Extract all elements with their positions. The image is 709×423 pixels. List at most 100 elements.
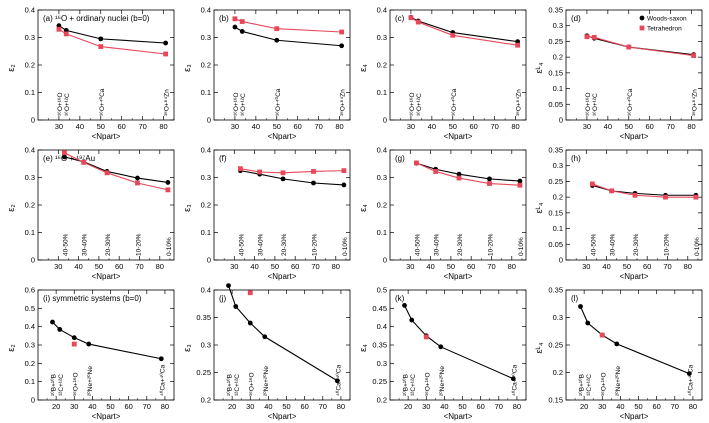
series-line-tetrahedron bbox=[240, 168, 344, 174]
y-tick-label: 0.3 bbox=[377, 33, 387, 42]
data-point-tetrahedron bbox=[71, 341, 77, 347]
series-line-tetrahedron bbox=[58, 28, 166, 55]
x-axis-label: <Npart> bbox=[268, 272, 297, 281]
x-tick-label: 70 bbox=[138, 122, 146, 131]
x-tick-label: 20 bbox=[580, 402, 588, 411]
point-label: 40-50% bbox=[238, 233, 245, 256]
plot-frame bbox=[565, 149, 703, 261]
panel-g: 30 40 50 60 70 80 0 0.1 0.2 0.3 0.4 <Npart> ε₄ (g) 40-… bbox=[358, 146, 527, 281]
x-tick-label: 80 bbox=[156, 262, 164, 271]
point-label: ¹⁶O+⁴⁰Ca bbox=[450, 88, 458, 116]
data-point-tetrahedron bbox=[232, 16, 238, 22]
x-tick-label: 30 bbox=[422, 402, 430, 411]
legend: Woods-saxon Tetrahedron bbox=[639, 16, 687, 33]
y-tick-label: 0.2 bbox=[553, 193, 563, 202]
panel-label: (i) symmetric systems (b=0) bbox=[43, 294, 142, 303]
point-label: 10-20% bbox=[663, 233, 670, 256]
x-tick-label: 70 bbox=[311, 262, 319, 271]
y-tick-label: 0.4 bbox=[377, 322, 387, 331]
point-label: ⁴⁰Ca+⁴⁰Ca bbox=[686, 364, 694, 396]
data-point-tetrahedron bbox=[423, 334, 429, 340]
x-tick-label: 80 bbox=[511, 122, 519, 131]
x-tick-label: 60 bbox=[291, 262, 299, 271]
point-label: ¹²C+¹²C bbox=[58, 374, 65, 396]
x-tick-label: 50 bbox=[634, 402, 642, 411]
data-point-woods-saxon bbox=[57, 327, 63, 332]
data-point-tetrahedron bbox=[632, 192, 638, 198]
y-tick-label: 0.15 bbox=[548, 396, 563, 405]
panel-label: (f) bbox=[219, 154, 227, 163]
point-label: ¹⁰B+¹⁰B bbox=[50, 374, 58, 396]
y-tick-label: 0.2 bbox=[201, 61, 211, 70]
x-tick-label: 50 bbox=[273, 122, 281, 131]
y-axis-label: ε₂ bbox=[6, 344, 16, 352]
y-tick-label: 0.3 bbox=[377, 173, 387, 182]
data-point-tetrahedron bbox=[691, 53, 697, 58]
x-tick-label: 30 bbox=[582, 262, 590, 271]
panel-j: 20 30 40 50 60 70 80 0.2 0.25 0.3 0.35 0.4 <Npart> ε₃… bbox=[182, 283, 351, 421]
y-tick-label: 0 bbox=[559, 116, 563, 125]
data-point-tetrahedron bbox=[239, 19, 245, 24]
y-axis-label: ε₄ bbox=[358, 344, 368, 352]
point-label: ¹⁶O+⁶⁴Zn bbox=[340, 89, 347, 116]
point-label: ¹²C+¹²C bbox=[586, 374, 593, 396]
x-tick-label: 60 bbox=[294, 122, 302, 131]
data-point-woods-saxon bbox=[165, 180, 171, 185]
y-tick-label: 0 bbox=[31, 256, 35, 265]
y-tick-label: 0.1 bbox=[553, 224, 563, 233]
data-point-tetrahedron bbox=[163, 51, 169, 57]
x-tick-label: 40 bbox=[428, 122, 436, 131]
point-label: ¹⁰B+¹⁰B bbox=[402, 374, 410, 396]
y-tick-label: 0.35 bbox=[548, 6, 563, 15]
x-tick-label: 60 bbox=[646, 122, 654, 131]
x-tick-label: 80 bbox=[337, 402, 345, 411]
y-tick-label: 0.1 bbox=[553, 84, 563, 93]
x-tick-label: 30 bbox=[70, 402, 78, 411]
point-label: ¹⁶O+⁴⁰Ca bbox=[274, 88, 282, 116]
point-label: 10-20% bbox=[135, 233, 142, 256]
data-point-woods-saxon bbox=[158, 356, 164, 362]
y-tick-label: 0.2 bbox=[553, 368, 563, 377]
series-line-woods-saxon bbox=[410, 16, 518, 43]
data-point-tetrahedron bbox=[61, 150, 67, 156]
data-point-woods-saxon bbox=[614, 341, 620, 347]
data-point-tetrahedron bbox=[311, 169, 316, 174]
x-tick-label: 50 bbox=[447, 262, 455, 271]
data-point-tetrahedron bbox=[280, 170, 286, 176]
point-label: ¹⁶O+⁴⁰Ca bbox=[626, 88, 634, 116]
x-tick-label: 30 bbox=[598, 402, 606, 411]
y-axis-label: ε₂ bbox=[6, 64, 16, 72]
x-axis-label: <Npart> bbox=[268, 132, 297, 141]
x-tick-label: 30 bbox=[230, 262, 238, 271]
x-axis-label: <Npart> bbox=[92, 272, 121, 281]
panel-label: (c) bbox=[395, 14, 405, 23]
x-tick-label: 80 bbox=[689, 402, 697, 411]
point-label: ¹⁶O+⁶⁴Zn bbox=[692, 89, 699, 116]
x-axis-label: <Npart> bbox=[444, 272, 473, 281]
x-tick-label: 40 bbox=[602, 262, 610, 271]
x-tick-label: 50 bbox=[449, 122, 457, 131]
series-line-woods-saxon bbox=[404, 305, 514, 380]
series-line-woods-saxon bbox=[592, 184, 696, 196]
y-tick-label: 0 bbox=[31, 116, 35, 125]
x-axis-label: <Npart> bbox=[620, 412, 649, 421]
data-point-tetrahedron bbox=[450, 32, 456, 38]
legend-label: Woods-saxon bbox=[647, 16, 687, 23]
data-point-tetrahedron bbox=[626, 44, 632, 50]
data-point-woods-saxon bbox=[226, 283, 231, 288]
data-point-tetrahedron bbox=[257, 169, 263, 175]
data-point-tetrahedron bbox=[56, 26, 62, 32]
data-point-woods-saxon bbox=[487, 176, 492, 182]
data-point-woods-saxon bbox=[86, 341, 92, 347]
point-label: 0-10% bbox=[518, 237, 525, 256]
point-label: 0-10% bbox=[694, 237, 701, 256]
y-tick-label: 0 bbox=[207, 116, 211, 125]
data-point-tetrahedron bbox=[408, 15, 414, 21]
legend-label: Tetrahedron bbox=[647, 26, 682, 33]
y-axis-label: εᴸ₄ bbox=[534, 62, 544, 73]
x-tick-label: 60 bbox=[476, 402, 484, 411]
x-tick-label: 50 bbox=[282, 402, 290, 411]
y-tick-label: 0.3 bbox=[201, 173, 211, 182]
data-point-tetrahedron bbox=[599, 332, 605, 338]
